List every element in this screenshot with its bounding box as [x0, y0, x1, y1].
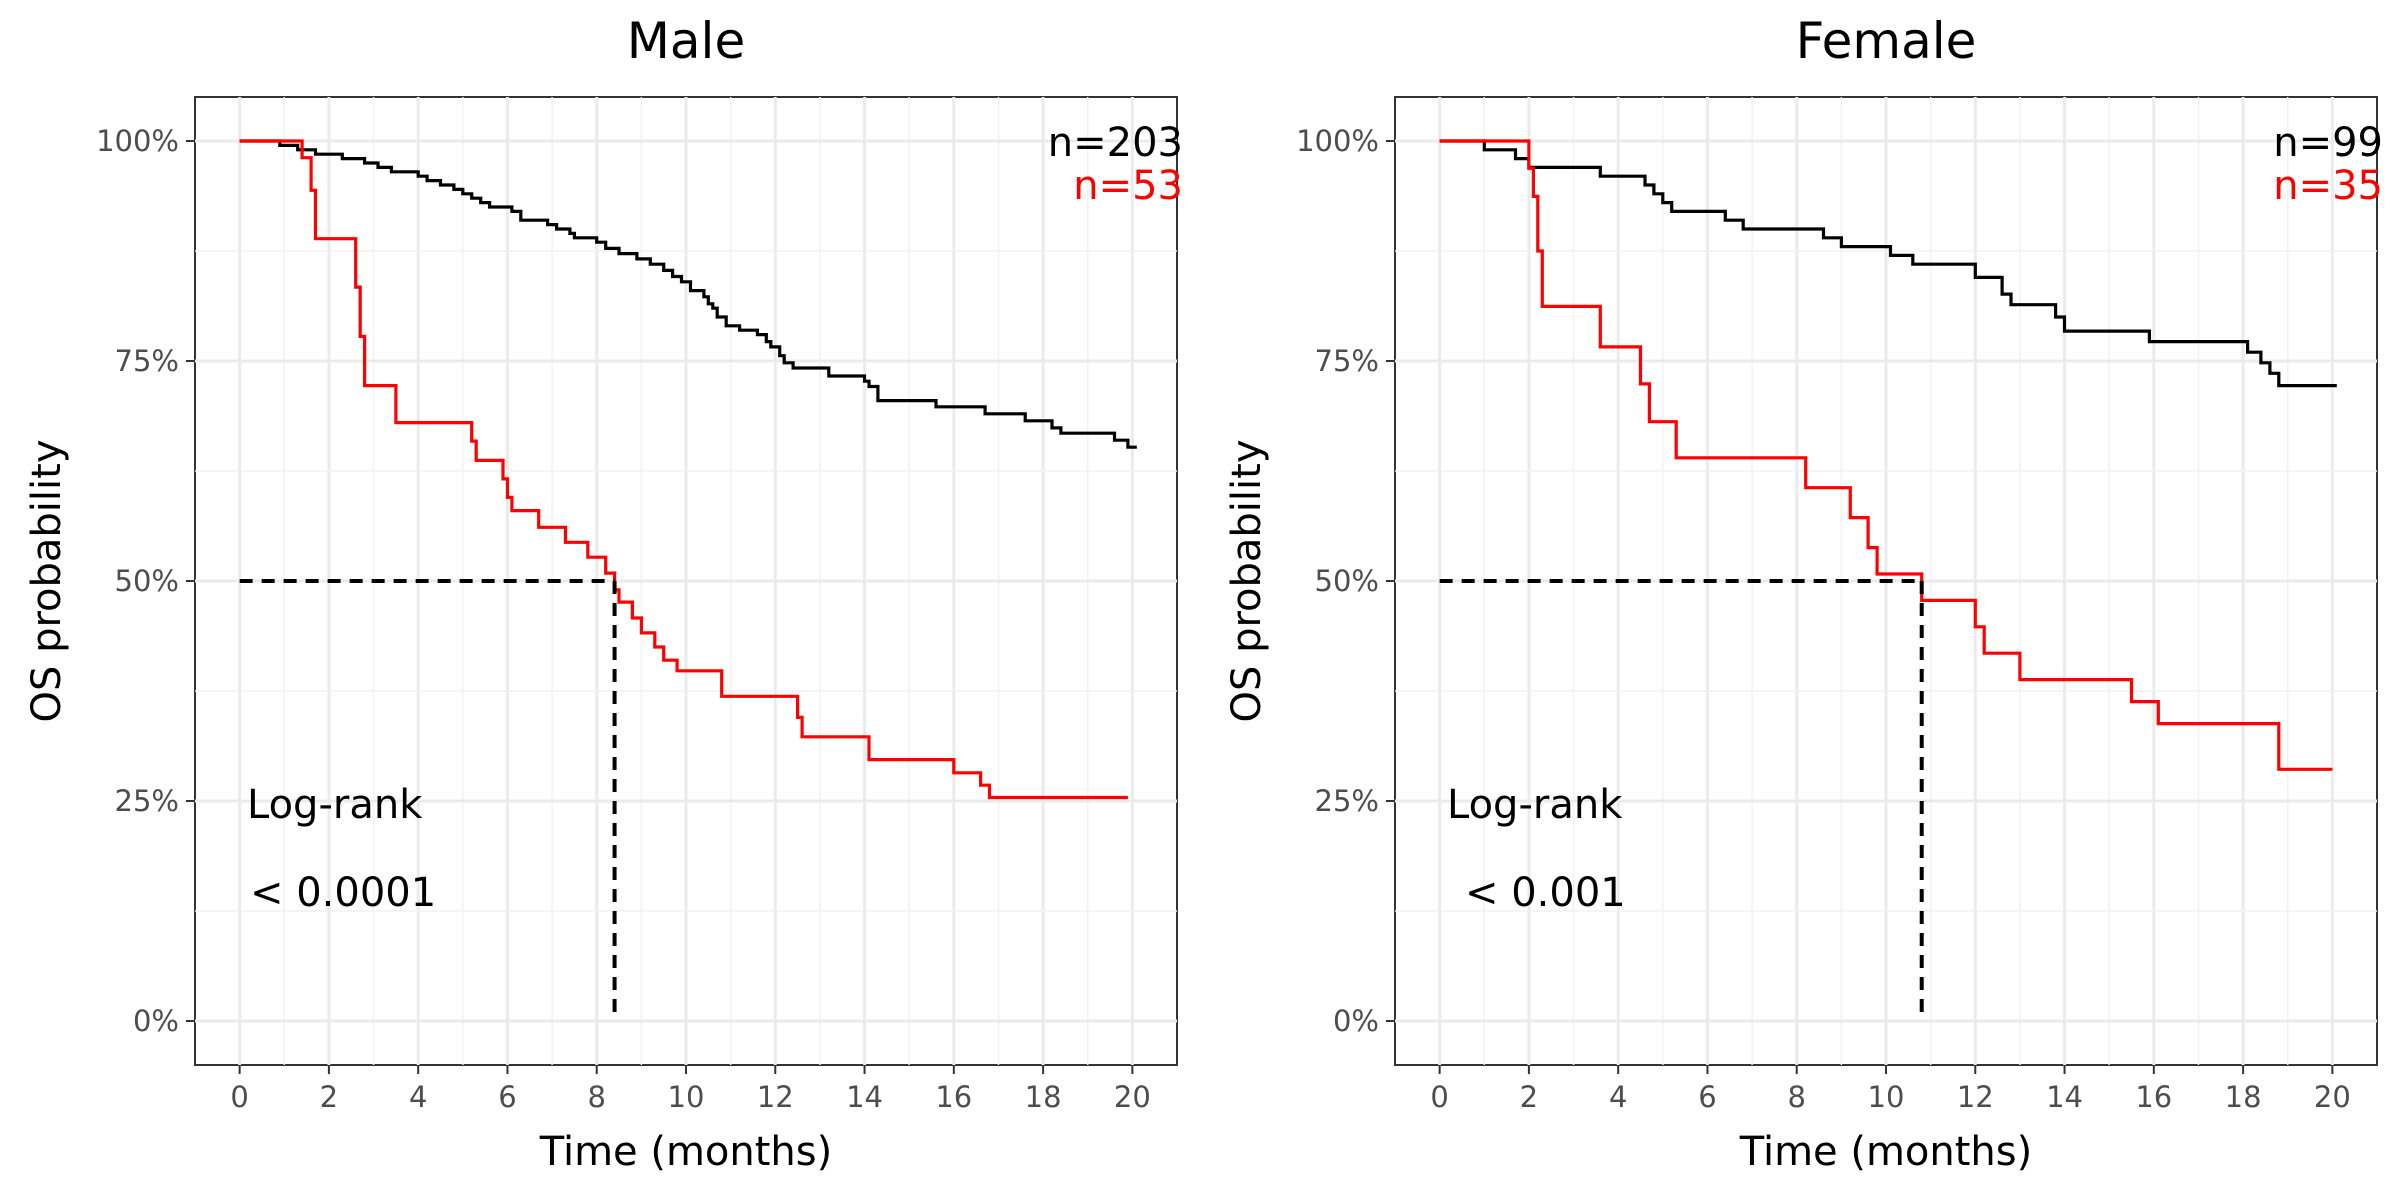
survival-curve-black — [1439, 139, 2337, 388]
y-tick-label: 0% — [133, 1004, 179, 1038]
y-tick-label: 75% — [115, 344, 179, 378]
pvalue-label: < 0.001 — [1465, 870, 1626, 916]
x-axis-title: Time (months) — [539, 1129, 832, 1175]
n-label-black: n=203 — [1048, 120, 1183, 166]
x-tick-label: 16 — [2135, 1080, 2172, 1114]
panel-title: Female — [1796, 12, 1977, 70]
n-label-red: n=35 — [2273, 163, 2383, 209]
y-tick-label: 75% — [1315, 344, 1379, 378]
x-tick-label: 12 — [757, 1080, 794, 1114]
x-axis-title: Time (months) — [1739, 1129, 2032, 1175]
y-tick-label: 50% — [1315, 564, 1379, 598]
survival-curve-black — [239, 139, 1137, 449]
n-label-black: n=99 — [2273, 120, 2383, 166]
survival-curves — [1439, 139, 2337, 771]
y-tick-label: 0% — [1333, 1004, 1379, 1038]
x-tick-label: 2 — [1520, 1080, 1538, 1114]
y-axis-title: OS probability — [1224, 439, 1270, 722]
y-axis-title: OS probability — [24, 439, 70, 722]
y-tick-label: 100% — [96, 124, 179, 158]
x-tick-label: 14 — [2046, 1080, 2083, 1114]
x-tick-label: 2 — [320, 1080, 338, 1114]
x-tick-label: 10 — [1868, 1080, 1905, 1114]
x-tick-label: 20 — [1114, 1080, 1151, 1114]
x-tick-label: 20 — [2314, 1080, 2351, 1114]
x-tick-label: 0 — [1430, 1080, 1448, 1114]
x-tick-label: 8 — [1788, 1080, 1806, 1114]
x-tick-label: 0 — [230, 1080, 248, 1114]
y-tick-label: 100% — [1296, 124, 1379, 158]
y-tick-label: 25% — [1315, 784, 1379, 818]
survival-curve-red — [1439, 139, 2333, 771]
y-tick-label: 50% — [115, 564, 179, 598]
x-tick-label: 12 — [1957, 1080, 1994, 1114]
x-tick-label: 4 — [1609, 1080, 1627, 1114]
grid-lines — [1395, 97, 2377, 1065]
x-tick-label: 6 — [498, 1080, 516, 1114]
median-survival-lines — [239, 579, 617, 1021]
x-tick-label: 10 — [668, 1080, 705, 1114]
survival-curves — [239, 139, 1137, 800]
pvalue-label: < 0.0001 — [250, 870, 436, 916]
female-panel: Female 0 2 4 6 8 10 12 14 16 18 200%25%50%75%100% … — [1224, 12, 2383, 1175]
x-tick-label: 4 — [409, 1080, 427, 1114]
x-tick-label: 18 — [1025, 1080, 1062, 1114]
panel-title: Male — [627, 12, 745, 70]
axis-ticks: 0 2 4 6 8 10 12 14 16 18 20 0% 25% 50% 75% 100% — [96, 124, 1151, 1114]
x-tick-label: 16 — [935, 1080, 972, 1114]
x-tick-label: 18 — [2225, 1080, 2262, 1114]
x-tick-label: 8 — [588, 1080, 606, 1114]
logrank-label: Log-rank — [247, 782, 423, 828]
x-tick-label: 14 — [846, 1080, 883, 1114]
y-tick-label: 25% — [115, 784, 179, 818]
n-label-red: n=53 — [1073, 163, 1183, 209]
axis-ticks: 0 2 4 6 8 10 12 14 16 18 20 0% 25% 50% 75% 100% — [1296, 124, 2351, 1114]
male-panel: Male 0 2 4 6 8 10 12 14 16 18 20 0% 25% 50% 75% 100% n=… — [24, 12, 1183, 1175]
median-survival-lines — [1439, 579, 1924, 1021]
x-tick-label: 6 — [1698, 1080, 1716, 1114]
logrank-label: Log-rank — [1447, 782, 1623, 828]
survival-curve-red — [239, 139, 1128, 800]
